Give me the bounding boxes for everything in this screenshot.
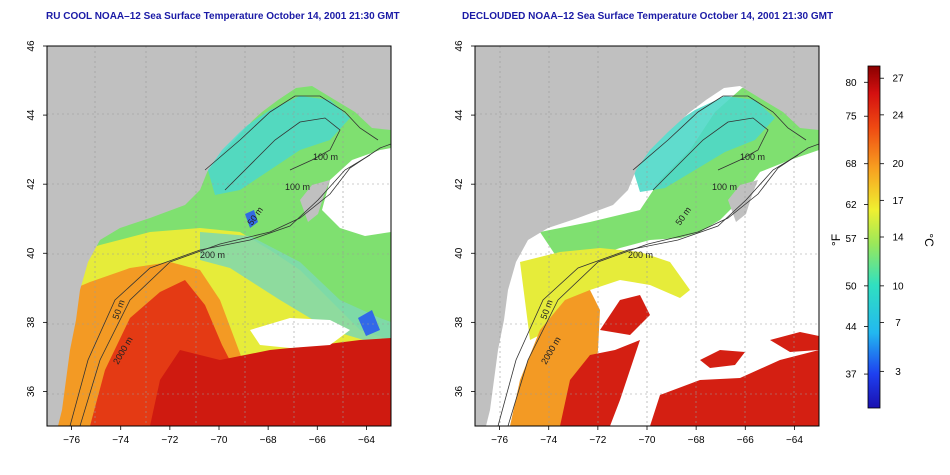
colorbar-fahrenheit-tick-label: 57 — [845, 234, 857, 245]
right-contour-label-200m: 200 m — [628, 250, 653, 260]
colorbar-fahrenheit-tick-label: 68 — [845, 159, 857, 170]
right-lat-tick-label: 40 — [454, 247, 465, 259]
left-isobath-contours — [69, 95, 391, 426]
left-sst-cyan-shelf — [205, 96, 350, 195]
colorbar-celsius-tick-label: 10 — [892, 281, 904, 292]
left-lon-tick-label: −68 — [260, 435, 277, 446]
left-lon-tick-label: −66 — [309, 435, 326, 446]
left-offshore-white-area — [322, 148, 391, 236]
right-sst-red-blobs — [560, 295, 819, 426]
right-lon-tick-label: −74 — [540, 435, 557, 446]
colorbar-celsius-tick-label: 27 — [892, 74, 904, 85]
right-lon-tick-label: −64 — [786, 435, 803, 446]
colorbar-celsius-tick-label: 17 — [892, 196, 904, 207]
right-contour-label-100m-b: 100 m — [712, 182, 737, 192]
left-lon-tick-label: −72 — [161, 435, 178, 446]
colorbar-gradient — [867, 65, 881, 409]
left-sst-deep-red — [150, 338, 391, 426]
left-sst-cloud-patch — [250, 318, 350, 348]
right-lat-tick-label: 36 — [454, 385, 465, 397]
colorbar-fahrenheit-tick-label: 80 — [845, 78, 857, 89]
left-lon-tick-label: −74 — [112, 435, 129, 446]
colorbar-ticks: 27 24 20 17 14 10 7 3 80 75 68 62 57 50 44 37 — [845, 74, 904, 381]
colorbar-fahrenheit-tick-label: 44 — [845, 322, 857, 333]
right-lat-tick-label: 38 — [454, 316, 465, 328]
colorbar-celsius-tick-label: 24 — [892, 110, 904, 121]
colorbar-fahrenheit-tick-label: 62 — [845, 200, 857, 211]
right-lon-tick-label: −66 — [737, 435, 754, 446]
right-lat-tick-label: 46 — [454, 40, 465, 52]
right-map-panel: 100 m 100 m 50 m 200 m 50 m 2000 m — [474, 45, 820, 427]
left-contour-label-200m: 200 m — [200, 250, 225, 260]
right-lon-tick-label: −72 — [589, 435, 606, 446]
right-lat-tick-label: 42 — [454, 178, 465, 190]
right-isobath-contours — [497, 95, 819, 426]
left-lon-tick-label: −76 — [63, 435, 80, 446]
colorbar-celsius-tick-label: 3 — [895, 367, 901, 378]
left-lat-tick-label: 38 — [26, 316, 37, 328]
map-axes: −76 −74 −72 −70 −68 −66 −64 36 38 40 42 44 46 −76 −74 −… — [26, 40, 803, 446]
right-lon-tick-label: −70 — [639, 435, 656, 446]
colorbar-celsius-label: °C — [922, 233, 936, 247]
right-graticule — [475, 46, 819, 426]
right-contour-label-100m-a: 100 m — [740, 152, 765, 162]
left-lat-tick-label: 36 — [26, 385, 37, 397]
left-map-panel: 100 m 100 m 50 m 200 m 50 m 2000 m — [46, 45, 392, 427]
colorbar-fahrenheit-tick-label: 37 — [845, 370, 857, 381]
left-lat-tick-label: 44 — [26, 109, 37, 121]
colorbar-fahrenheit-tick-label: 75 — [845, 112, 857, 123]
colorbar: 27 24 20 17 14 10 7 3 80 75 68 62 57 50 44 37 °F °C — [829, 65, 936, 409]
left-lon-tick-label: −70 — [211, 435, 228, 446]
left-contour-label-100m-a: 100 m — [313, 152, 338, 162]
left-lat-tick-label: 46 — [26, 40, 37, 52]
left-lat-tick-label: 42 — [26, 178, 37, 190]
left-map-title: RU COOL NOAA–12 Sea Surface Temperature … — [46, 11, 400, 22]
colorbar-celsius-tick-label: 14 — [892, 233, 904, 244]
left-sst-teal-band — [200, 232, 391, 348]
right-lon-tick-label: −68 — [688, 435, 705, 446]
right-map-title: DECLOUDED NOAA–12 Sea Surface Temperatur… — [462, 11, 834, 22]
left-lon-tick-label: −64 — [358, 435, 375, 446]
colorbar-celsius-tick-label: 7 — [895, 318, 901, 329]
right-lon-tick-label: −76 — [491, 435, 508, 446]
right-lat-tick-label: 44 — [454, 109, 465, 121]
left-lat-tick-label: 40 — [26, 247, 37, 259]
left-land-mass — [47, 46, 391, 426]
left-graticule — [47, 46, 391, 426]
right-land-mass — [475, 46, 819, 426]
colorbar-fahrenheit-tick-label: 50 — [845, 281, 857, 292]
left-contour-label-100m-b: 100 m — [285, 182, 310, 192]
colorbar-celsius-tick-label: 20 — [892, 159, 904, 170]
colorbar-fahrenheit-label: °F — [829, 234, 843, 246]
